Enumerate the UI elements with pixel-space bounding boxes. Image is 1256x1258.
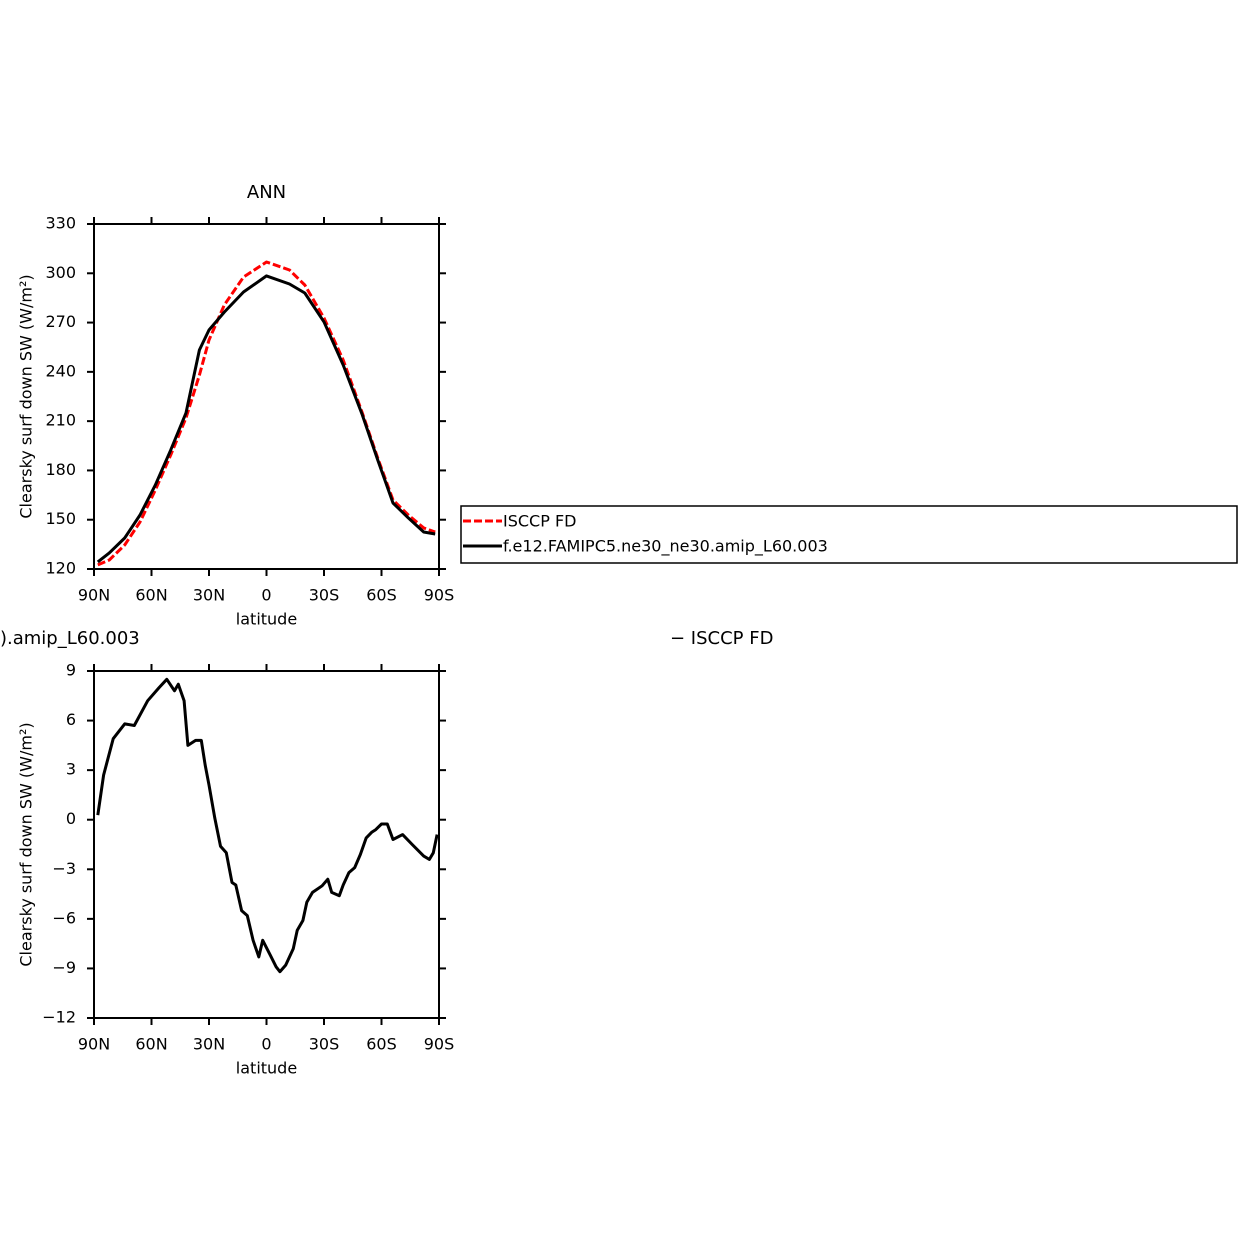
y-tick-label: −6 (52, 908, 76, 927)
y-tick-label: 150 (45, 509, 76, 528)
x-tick-label: 90S (424, 586, 455, 605)
y-tick-label: 240 (45, 361, 76, 380)
x-tick-label: 60N (135, 1035, 167, 1054)
y-tick-label: 210 (45, 411, 76, 430)
y-tick-label: 9 (66, 661, 76, 680)
legend-label: f.e12.FAMIPC5.ne30_ne30.amip_L60.003 (503, 537, 828, 557)
y-axis-label: Clearsky surf down SW (W/m²) (17, 274, 36, 518)
x-tick-label: 30N (193, 1035, 225, 1054)
y-tick-label: −12 (42, 1008, 76, 1027)
y-tick-label: 300 (45, 263, 76, 282)
left-title: ).amip_L60.003 (0, 628, 140, 649)
x-tick-label: 90N (78, 586, 110, 605)
legend: ISCCP FD f.e12.FAMIPC5.ne30_ne30.amip_L60… (460, 505, 1238, 564)
y-tick-label: 330 (45, 214, 76, 233)
x-tick-label: 30S (309, 586, 340, 605)
x-tick-label: 30N (193, 586, 225, 605)
legend-label: ISCCP FD (503, 512, 576, 531)
x-tick-label: 90S (424, 1035, 455, 1054)
x-axis-label: latitude (236, 1059, 297, 1078)
y-tick-label: 3 (66, 760, 76, 779)
plot-frame (93, 670, 440, 1019)
x-axis-label: latitude (236, 610, 297, 629)
y-tick-label: 120 (45, 559, 76, 578)
series-line (96, 274, 436, 564)
y-tick-label: −9 (52, 958, 76, 977)
y-axis-label: Clearsky surf down SW (W/m²) (17, 722, 36, 966)
y-tick-label: 0 (66, 809, 76, 828)
x-tick-label: 90N (78, 1035, 110, 1054)
plot-frame (93, 223, 440, 570)
x-tick-label: 0 (261, 1035, 271, 1054)
x-tick-label: 0 (261, 586, 271, 605)
x-tick-label: 60S (366, 586, 397, 605)
x-tick-label: 60N (135, 586, 167, 605)
series-line (96, 677, 439, 974)
y-tick-label: 180 (45, 460, 76, 479)
y-tick-label: −3 (52, 859, 76, 878)
x-tick-label: 30S (309, 1035, 340, 1054)
x-tick-label: 60S (366, 1035, 397, 1054)
chart-title: ANN (247, 182, 286, 203)
legend-box (460, 505, 1238, 564)
y-tick-label: 270 (45, 312, 76, 331)
y-tick-label: 6 (66, 710, 76, 729)
series-line (97, 260, 436, 567)
right-title: − ISCCP FD (670, 628, 773, 649)
